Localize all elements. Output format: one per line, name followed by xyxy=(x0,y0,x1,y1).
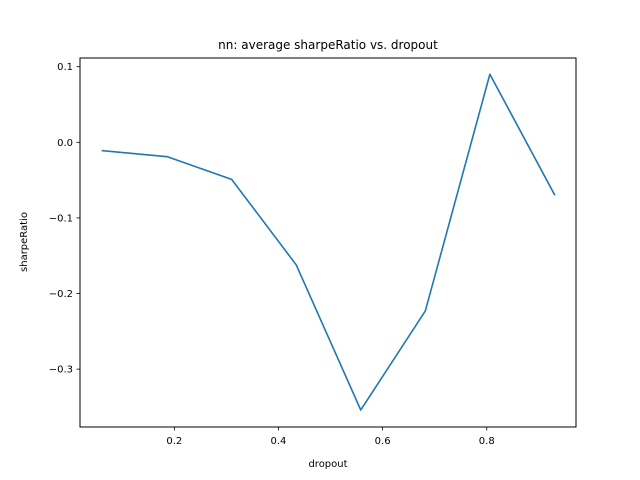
x-axis: 0.2 0.4 0.6 0.8 xyxy=(166,427,495,447)
series-line xyxy=(101,73,556,411)
y-tick-label: 0.1 xyxy=(57,62,73,73)
plot-area xyxy=(79,57,577,428)
x-tick-label: 0.8 xyxy=(479,436,495,447)
x-tick-label: 0.6 xyxy=(375,436,391,447)
y-tick-label: −0.2 xyxy=(49,289,73,300)
x-axis-label: dropout xyxy=(308,459,347,470)
y-tick-label: −0.1 xyxy=(49,213,73,224)
chart-title: nn: average sharpeRatio vs. dropout xyxy=(218,38,438,52)
y-axis-label: sharpeRatio xyxy=(19,212,30,272)
x-tick-label: 0.4 xyxy=(271,436,287,447)
x-tick-label: 0.2 xyxy=(166,436,182,447)
y-tick-label: 0.0 xyxy=(57,138,73,149)
series-layer xyxy=(101,73,556,411)
y-axis: 0.1 0.0 −0.1 −0.2 −0.3 xyxy=(49,62,80,376)
y-tick-label: −0.3 xyxy=(49,365,73,376)
